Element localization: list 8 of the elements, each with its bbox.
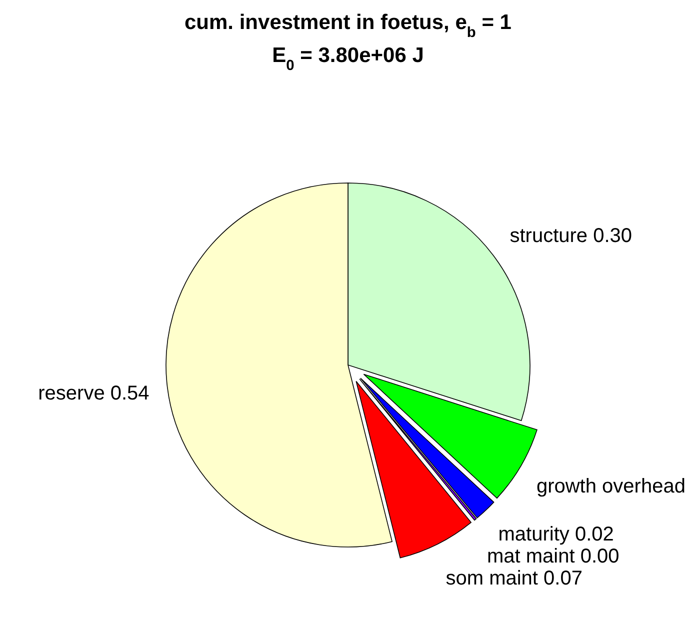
slice-label: reserve 0.54 <box>38 382 150 404</box>
chart-subtitle: E$_{0}$ = 3.80e+06 J <box>272 44 424 74</box>
chart-title: cum. investment in foetus, e$_{b}$ = 1 <box>184 11 512 41</box>
slice-label: growth overhead <box>536 475 686 498</box>
slice-label: mat maint 0.00 <box>486 545 620 568</box>
slice-label: som maint 0.07 <box>446 567 582 590</box>
slice-label: structure 0.30 <box>510 225 632 248</box>
slice-label: maturity 0.02 <box>498 523 614 546</box>
